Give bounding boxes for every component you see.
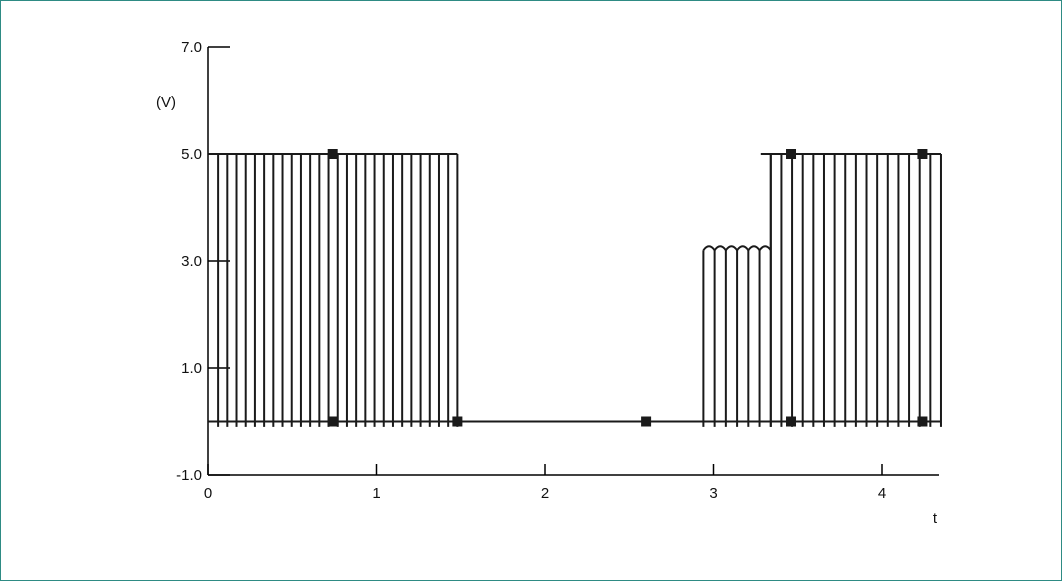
y-axis-label: (V) bbox=[156, 94, 176, 111]
signal-marker bbox=[917, 416, 928, 427]
signal-marker bbox=[917, 149, 928, 159]
x-tick-label: 3 bbox=[709, 485, 717, 502]
x-tick-label: 2 bbox=[541, 485, 549, 502]
x-tick-label: 1 bbox=[372, 485, 380, 502]
signal-series bbox=[208, 153, 942, 427]
signal-marker bbox=[327, 416, 338, 427]
signal-marker bbox=[641, 416, 652, 427]
signal-marker bbox=[786, 149, 797, 159]
y-tick-label: 5.0 bbox=[181, 146, 202, 163]
signal-markers bbox=[327, 149, 928, 427]
x-tick-label: 0 bbox=[204, 485, 212, 502]
signal-marker bbox=[327, 149, 338, 159]
y-tick-label: 7.0 bbox=[181, 39, 202, 56]
y-tick-label: 1.0 bbox=[181, 360, 202, 377]
y-tick-label: 3.0 bbox=[181, 253, 202, 270]
x-axis-label: t bbox=[933, 510, 938, 527]
high-level-line bbox=[702, 245, 772, 253]
signal-marker bbox=[786, 416, 797, 427]
y-tick-label: -1.0 bbox=[176, 467, 202, 484]
signal-marker bbox=[452, 416, 463, 427]
x-tick-label: 4 bbox=[878, 485, 886, 502]
